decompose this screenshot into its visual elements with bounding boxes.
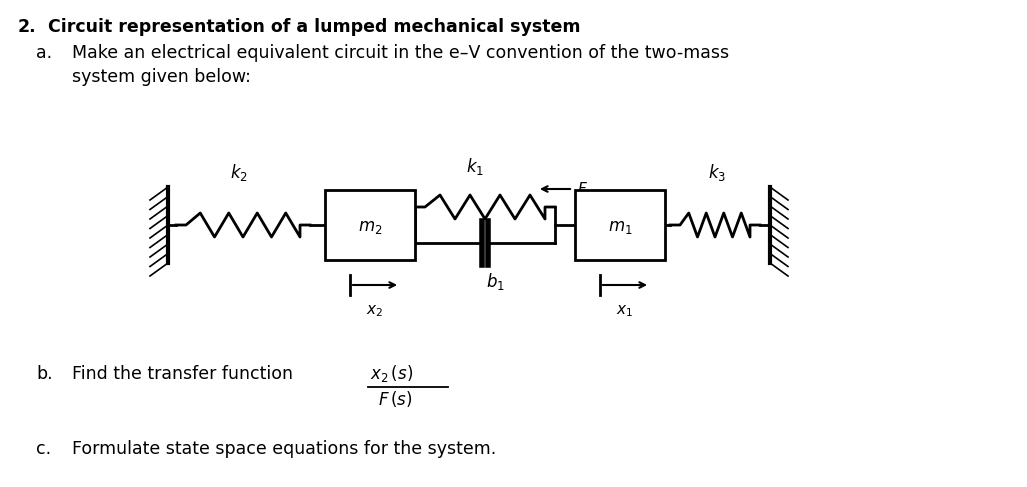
Text: $b_1$: $b_1$ bbox=[486, 271, 504, 292]
Text: 2.: 2. bbox=[18, 18, 37, 36]
Text: Make an electrical equivalent circuit in the e–V convention of the two-mass: Make an electrical equivalent circuit in… bbox=[72, 44, 729, 62]
Text: Circuit representation of a lumped mechanical system: Circuit representation of a lumped mecha… bbox=[48, 18, 580, 36]
Text: b.: b. bbox=[36, 365, 52, 383]
Text: $F$: $F$ bbox=[577, 181, 587, 197]
Text: a.: a. bbox=[36, 44, 52, 62]
Text: system given below:: system given below: bbox=[72, 68, 251, 86]
Text: $x_2\,(s)$: $x_2\,(s)$ bbox=[370, 363, 413, 384]
Text: $k_2$: $k_2$ bbox=[230, 162, 248, 183]
Bar bbox=[325, 190, 415, 260]
Text: Formulate state space equations for the system.: Formulate state space equations for the … bbox=[72, 440, 496, 458]
Text: $x_2$: $x_2$ bbox=[367, 303, 383, 318]
Text: $m_1$: $m_1$ bbox=[608, 218, 633, 236]
Text: c.: c. bbox=[36, 440, 51, 458]
Text: $m_2$: $m_2$ bbox=[357, 218, 382, 236]
Text: $x_1$: $x_1$ bbox=[616, 303, 634, 318]
Text: $k_3$: $k_3$ bbox=[708, 162, 726, 183]
Text: $k_1$: $k_1$ bbox=[466, 156, 484, 177]
Bar bbox=[575, 190, 665, 260]
Text: $F\,(s)$: $F\,(s)$ bbox=[378, 389, 413, 409]
Text: Find the transfer function: Find the transfer function bbox=[72, 365, 293, 383]
